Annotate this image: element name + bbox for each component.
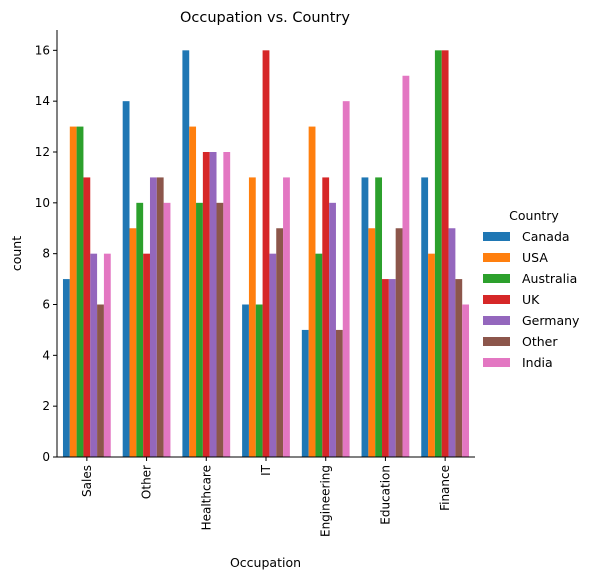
bar-canada-healthcare bbox=[182, 50, 190, 457]
bar-uk-sales bbox=[83, 177, 91, 458]
legend-swatch-canada bbox=[483, 232, 510, 241]
x-tick-label-other: Other bbox=[140, 465, 154, 499]
legend-swatch-germany bbox=[483, 316, 510, 325]
bar-australia-healthcare bbox=[196, 202, 203, 457]
legend-label-other: Other bbox=[522, 334, 558, 349]
x-tick-label-finance: Finance bbox=[438, 465, 452, 511]
bar-other-other bbox=[156, 177, 164, 458]
bar-canada-finance bbox=[421, 177, 429, 458]
bar-india-healthcare bbox=[223, 152, 231, 457]
chart-title: Occupation vs. Country bbox=[180, 10, 350, 26]
bar-canada-engineering bbox=[301, 329, 309, 457]
bar-other-sales bbox=[97, 304, 104, 457]
legend-label-india: India bbox=[522, 355, 553, 370]
bar-uk-it bbox=[262, 50, 270, 457]
bar-uk-finance bbox=[441, 50, 449, 457]
y-axis-title: count bbox=[9, 236, 24, 271]
bar-other-engineering bbox=[335, 329, 343, 457]
bar-usa-other bbox=[129, 228, 137, 457]
legend-label-usa: USA bbox=[522, 250, 548, 265]
legend: Country Canada USA Australia UK Germany Other… bbox=[483, 208, 580, 370]
legend-swatch-india bbox=[483, 358, 510, 367]
bar-usa-finance bbox=[428, 253, 435, 457]
bar-india-other bbox=[163, 202, 171, 457]
legend-label-germany: Germany bbox=[522, 313, 580, 328]
bar-australia-other bbox=[136, 202, 144, 457]
y-tick-label: 2 bbox=[42, 399, 50, 413]
bar-canada-other bbox=[122, 101, 130, 458]
bar-uk-engineering bbox=[322, 177, 330, 458]
bar-germany-other bbox=[149, 177, 157, 458]
bar-usa-it bbox=[248, 177, 256, 458]
bar-germany-education bbox=[388, 279, 396, 457]
bar-canada-sales bbox=[62, 279, 70, 457]
x-tick-label-sales: Sales bbox=[80, 465, 94, 497]
x-tick-label-engineering: Engineering bbox=[319, 465, 333, 537]
bar-canada-it bbox=[242, 304, 249, 457]
bar-other-education bbox=[395, 228, 403, 457]
y-tick-label: 0 bbox=[42, 450, 50, 464]
x-tick-label-it: IT bbox=[259, 464, 273, 476]
bar-india-engineering bbox=[342, 101, 350, 458]
bar-usa-healthcare bbox=[189, 126, 197, 457]
bar-australia-education bbox=[375, 177, 383, 458]
bar-india-education bbox=[402, 75, 410, 457]
y-tick-label: 4 bbox=[42, 348, 50, 362]
y-tick-label: 10 bbox=[35, 196, 50, 210]
bars-group bbox=[62, 50, 470, 458]
x-tick-label-healthcare: Healthcare bbox=[199, 465, 213, 530]
legend-swatch-australia bbox=[483, 274, 510, 283]
legend-label-uk: UK bbox=[522, 292, 540, 307]
y-tick-label: 6 bbox=[42, 298, 50, 312]
y-tick-label: 14 bbox=[35, 94, 50, 108]
bar-india-sales bbox=[103, 253, 111, 457]
bar-australia-it bbox=[255, 304, 263, 457]
bar-canada-education bbox=[361, 177, 369, 458]
legend-label-canada: Canada bbox=[522, 229, 570, 244]
y-tick-label: 16 bbox=[35, 43, 50, 57]
legend-swatch-other bbox=[483, 337, 510, 346]
legend-title: Country bbox=[509, 208, 559, 223]
bar-germany-healthcare bbox=[209, 152, 217, 457]
bar-australia-sales bbox=[76, 126, 84, 457]
legend-label-australia: Australia bbox=[522, 271, 577, 286]
bar-other-finance bbox=[455, 279, 463, 457]
bar-germany-finance bbox=[448, 228, 456, 457]
bar-germany-engineering bbox=[329, 202, 336, 457]
x-tick-label-education: Education bbox=[378, 465, 392, 525]
bar-australia-engineering bbox=[315, 253, 323, 457]
bar-germany-sales bbox=[90, 253, 98, 457]
bar-usa-sales bbox=[69, 126, 77, 457]
bar-other-it bbox=[276, 228, 284, 457]
bar-india-finance bbox=[462, 304, 470, 457]
bar-uk-education bbox=[382, 279, 389, 457]
legend-swatch-uk bbox=[483, 295, 510, 304]
bar-other-healthcare bbox=[216, 202, 224, 457]
legend-swatch-usa bbox=[483, 253, 510, 262]
axes-group: 0 2 4 6 8 10 12 14 16 Sales Other Healthcare IT Engin… bbox=[35, 30, 475, 537]
y-tick-label: 12 bbox=[35, 145, 50, 159]
bar-germany-it bbox=[269, 253, 277, 457]
bar-uk-other bbox=[143, 253, 150, 457]
bar-usa-education bbox=[368, 228, 376, 457]
bar-india-it bbox=[283, 177, 290, 458]
x-axis-title: Occupation bbox=[230, 555, 301, 570]
y-tick-label: 8 bbox=[42, 247, 50, 261]
bar-uk-healthcare bbox=[202, 152, 210, 457]
bar-australia-finance bbox=[434, 50, 442, 457]
bar-usa-engineering bbox=[308, 126, 316, 457]
